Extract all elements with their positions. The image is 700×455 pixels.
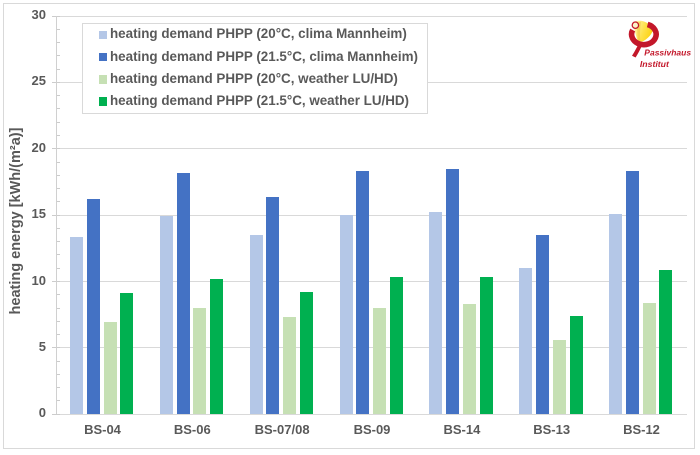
svg-text:Institut: Institut [640,59,670,69]
svg-text:Passivhaus: Passivhaus [644,47,691,57]
